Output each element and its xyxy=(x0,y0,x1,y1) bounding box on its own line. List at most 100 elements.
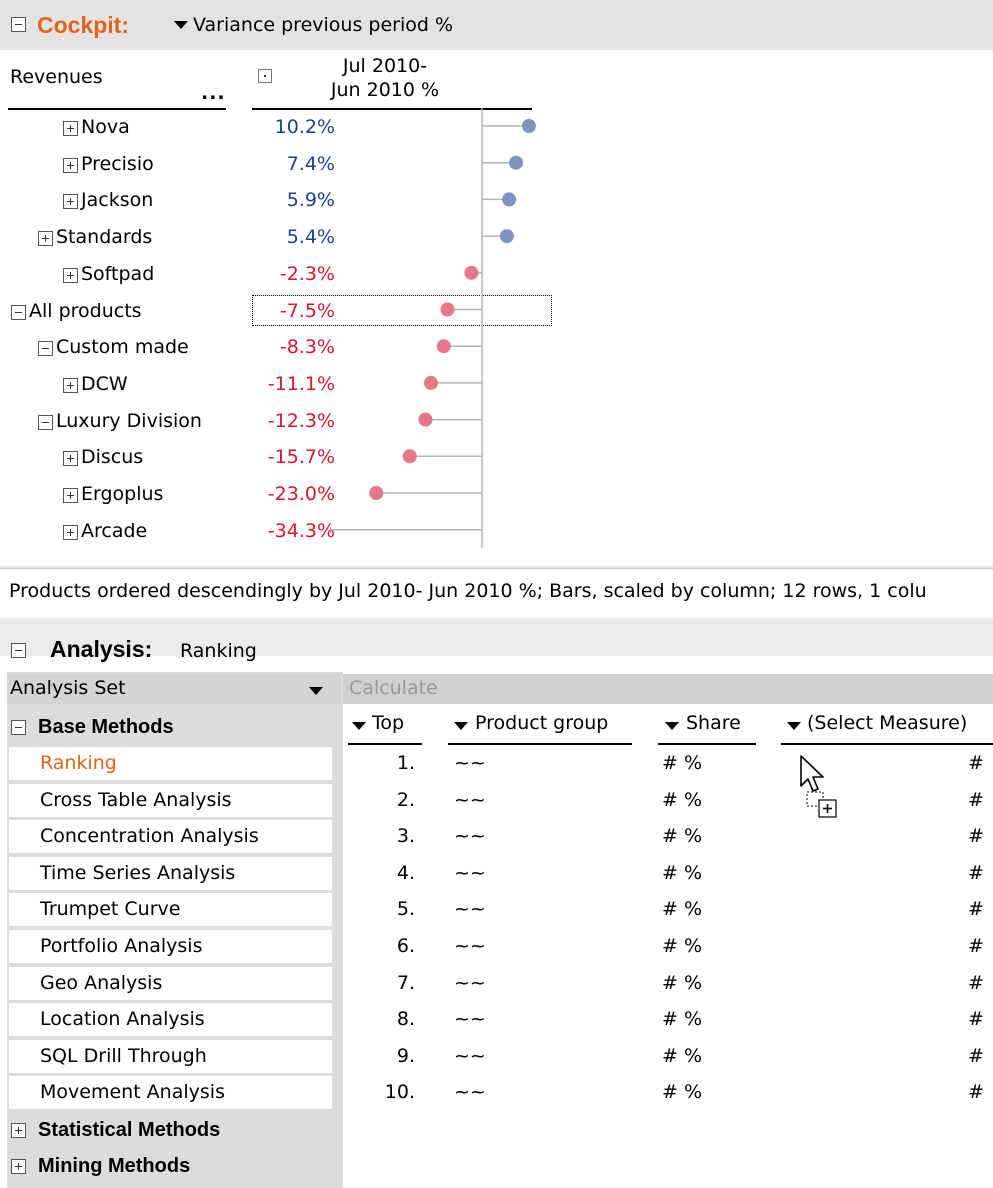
variance-dot xyxy=(499,229,514,244)
product-row-label[interactable]: Precisio xyxy=(81,152,154,175)
rank-product-group: ~~ xyxy=(454,1008,486,1031)
column-select-measure[interactable]: (Select Measure) xyxy=(807,712,968,734)
expand-ergoplus-icon[interactable] xyxy=(63,488,78,503)
base-methods-group[interactable]: Base Methods xyxy=(38,716,174,738)
analysis-set-dropdown[interactable] xyxy=(7,674,341,704)
product-group-dropdown-icon[interactable] xyxy=(454,722,468,730)
expand-discus-icon[interactable] xyxy=(63,451,78,467)
method-concentration-analysis[interactable]: Concentration Analysis xyxy=(9,820,332,854)
variance-dot xyxy=(369,486,384,500)
collapse-base-methods-icon[interactable] xyxy=(11,720,26,735)
rank-number: 9. xyxy=(396,1044,415,1067)
rank-measure: # xyxy=(968,935,984,957)
rank-product-group: ~~ xyxy=(454,1081,486,1104)
column-share[interactable]: Share xyxy=(686,712,741,734)
calculate-button[interactable]: Calculate xyxy=(349,677,438,699)
measure-dropdown-icon[interactable] xyxy=(174,21,188,29)
rank-measure: # xyxy=(968,1081,984,1104)
column-share-underline xyxy=(658,743,756,745)
rank-number: 1. xyxy=(396,752,415,774)
expand-arcade-icon[interactable] xyxy=(63,524,78,540)
column-header-line2: Jun 2010 % xyxy=(330,79,440,101)
product-row-value: -11.1% xyxy=(267,372,335,395)
variance-bar-chart xyxy=(330,108,536,548)
rank-share: # % xyxy=(662,861,703,884)
rank-share: # % xyxy=(662,1081,703,1104)
expand-standards-icon[interactable] xyxy=(38,231,53,247)
rank-number: 7. xyxy=(396,971,415,994)
product-row-label[interactable]: Standards xyxy=(56,226,153,249)
product-row-label[interactable]: DCW xyxy=(81,372,128,395)
rank-product-group: ~~ xyxy=(454,935,486,957)
method-movement-analysis[interactable]: Movement Analysis xyxy=(9,1076,332,1110)
mining-methods-group[interactable]: Mining Methods xyxy=(38,1155,191,1177)
focused-cell xyxy=(252,295,552,326)
method-portfolio-analysis[interactable]: Portfolio Analysis xyxy=(9,930,332,963)
select-measure-dropdown-icon[interactable] xyxy=(787,722,801,730)
method-cross-table-analysis[interactable]: Cross Table Analysis xyxy=(9,783,332,817)
method-trumpet-curve[interactable]: Trumpet Curve xyxy=(9,893,332,927)
column-header-underline xyxy=(252,108,532,110)
product-row-label[interactable]: Custom made xyxy=(56,336,189,359)
column-collapse-icon[interactable] xyxy=(258,69,272,83)
analysis-subtitle: Ranking xyxy=(180,640,257,662)
rank-product-group: ~~ xyxy=(454,752,486,774)
expand-jackson-icon[interactable] xyxy=(63,194,78,210)
expand-dcw-icon[interactable] xyxy=(63,377,78,393)
rank-product-group: ~~ xyxy=(454,898,486,921)
expand-mining-methods-icon[interactable] xyxy=(11,1159,26,1174)
expand-statistical-methods-icon[interactable] xyxy=(11,1123,26,1138)
rank-share: # % xyxy=(662,1044,703,1067)
method-location-analysis[interactable]: Location Analysis xyxy=(9,1003,332,1037)
rank-share: # % xyxy=(662,825,703,848)
product-row-value: 10.2% xyxy=(274,116,335,138)
product-row-value: -2.3% xyxy=(279,262,335,285)
column-top[interactable]: Top xyxy=(372,712,405,734)
rank-measure: # xyxy=(968,898,984,921)
analysis-set-label: Analysis Set xyxy=(10,677,126,699)
product-row-label[interactable]: Arcade xyxy=(81,519,148,542)
chevron-down-icon[interactable] xyxy=(309,687,323,695)
row-header-underline xyxy=(8,108,226,110)
collapse-cockpit-icon[interactable] xyxy=(11,17,26,32)
top-dropdown-icon[interactable] xyxy=(352,722,366,730)
method-time-series-analysis[interactable]: Time Series Analysis xyxy=(9,856,332,890)
method-ranking[interactable]: Ranking xyxy=(9,747,332,780)
collapse-custom-made-icon[interactable] xyxy=(38,341,53,357)
rank-product-group: ~~ xyxy=(454,1044,486,1067)
rank-measure: # xyxy=(968,752,984,774)
row-header-more-button[interactable]: ... xyxy=(201,82,226,104)
product-row-value: -34.3% xyxy=(267,519,335,542)
rank-measure: # xyxy=(968,971,984,994)
rank-share: # % xyxy=(662,898,703,921)
product-row-label[interactable]: Nova xyxy=(81,116,130,138)
rank-share: # % xyxy=(662,788,703,811)
product-row-label[interactable]: Luxury Division xyxy=(56,409,202,432)
method-sql-drill-through[interactable]: SQL Drill Through xyxy=(9,1039,332,1073)
product-row-label[interactable]: Jackson xyxy=(81,189,154,212)
product-row-label[interactable]: Ergoplus xyxy=(81,483,164,505)
method-geo-analysis[interactable]: Geo Analysis xyxy=(9,966,332,1000)
rank-number: 10. xyxy=(384,1081,415,1104)
product-row-label[interactable]: Softpad xyxy=(81,262,155,285)
rank-share: # % xyxy=(662,752,703,774)
variance-dot xyxy=(402,449,417,464)
product-row-value: 7.4% xyxy=(286,152,335,175)
collapse-analysis-icon[interactable] xyxy=(11,643,26,658)
collapse-all-products-icon[interactable] xyxy=(11,304,26,320)
column-product-group[interactable]: Product group xyxy=(475,712,609,734)
expand-softpad-icon[interactable] xyxy=(63,267,78,283)
expand-precisio-icon[interactable] xyxy=(63,157,78,173)
product-row-label[interactable]: Discus xyxy=(81,446,144,469)
share-dropdown-icon[interactable] xyxy=(665,722,679,730)
measure-selector[interactable]: Variance previous period % xyxy=(193,14,454,36)
product-row-label[interactable]: All products xyxy=(29,299,142,322)
collapse-luxury-division-icon[interactable] xyxy=(38,414,53,430)
variance-dot xyxy=(464,265,479,280)
variance-dot xyxy=(521,119,536,133)
expand-nova-icon[interactable] xyxy=(63,121,78,136)
statistical-methods-group[interactable]: Statistical Methods xyxy=(38,1119,221,1141)
column-top-underline xyxy=(348,743,422,745)
rank-measure: # xyxy=(968,861,984,884)
drag-cursor-icon xyxy=(800,755,837,818)
